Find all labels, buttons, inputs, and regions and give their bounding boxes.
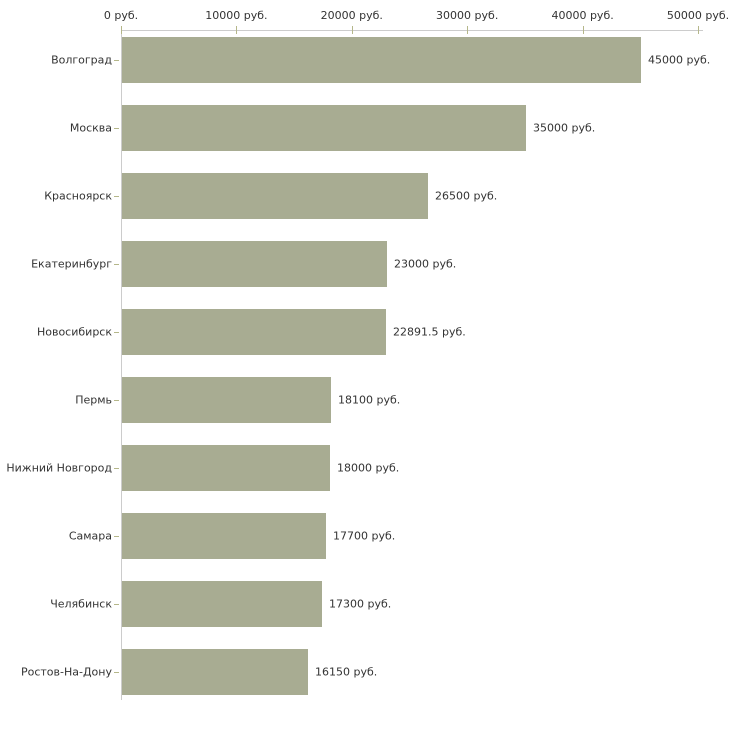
value-label: 17300 руб. bbox=[329, 597, 392, 611]
x-axis-tick-label: 10000 руб. bbox=[205, 9, 268, 22]
category-label: Волгоград bbox=[51, 53, 112, 67]
x-axis-line bbox=[121, 30, 703, 31]
bar bbox=[122, 105, 526, 151]
category-label: Красноярск bbox=[44, 189, 112, 203]
y-axis-tick bbox=[114, 672, 119, 673]
category-label: Ростов-На-Дону bbox=[20, 665, 112, 679]
bar bbox=[122, 581, 322, 627]
category-label: Самара bbox=[68, 529, 112, 543]
x-axis-tick bbox=[698, 26, 699, 34]
x-axis-tick bbox=[583, 26, 584, 34]
bar bbox=[122, 241, 387, 287]
bar bbox=[122, 37, 641, 83]
y-axis-tick bbox=[114, 400, 119, 401]
value-label: 26500 руб. bbox=[435, 189, 498, 203]
y-axis-tick bbox=[114, 264, 119, 265]
category-label: Пермь bbox=[75, 393, 112, 407]
value-label: 18100 руб. bbox=[338, 393, 401, 407]
bar bbox=[122, 649, 308, 695]
x-axis-tick-label: 50000 руб. bbox=[666, 9, 730, 22]
value-label: 22891.5 руб. bbox=[393, 325, 466, 339]
bar bbox=[122, 513, 326, 559]
x-axis-tick-label: 40000 руб. bbox=[551, 9, 614, 22]
category-label: Москва bbox=[69, 121, 112, 135]
value-label: 45000 руб. bbox=[648, 53, 711, 67]
y-axis-tick bbox=[114, 128, 119, 129]
value-label: 35000 руб. bbox=[533, 121, 596, 135]
y-axis-line bbox=[121, 30, 122, 700]
bar bbox=[122, 377, 331, 423]
x-axis-tick bbox=[352, 26, 353, 34]
y-axis-tick bbox=[114, 536, 119, 537]
y-axis-tick bbox=[114, 60, 119, 61]
y-axis-tick bbox=[114, 196, 119, 197]
x-axis-tick bbox=[236, 26, 237, 34]
x-axis-tick-label: 30000 руб. bbox=[436, 9, 499, 22]
bar bbox=[122, 173, 428, 219]
value-label: 23000 руб. bbox=[394, 257, 457, 271]
category-label: Челябинск bbox=[50, 597, 112, 611]
value-label: 17700 руб. bbox=[333, 529, 396, 543]
bar bbox=[122, 445, 330, 491]
y-axis-tick bbox=[114, 468, 119, 469]
category-label: Нижний Новгород bbox=[6, 461, 112, 475]
x-axis-tick bbox=[467, 26, 468, 34]
y-axis-tick bbox=[114, 604, 119, 605]
y-axis-tick bbox=[114, 332, 119, 333]
category-label: Новосибирск bbox=[36, 325, 112, 339]
x-axis-tick-label: 0 руб. bbox=[103, 9, 139, 22]
value-label: 16150 руб. bbox=[315, 665, 378, 679]
x-axis-tick-label: 20000 руб. bbox=[320, 9, 383, 22]
category-label: Екатеринбург bbox=[31, 257, 112, 271]
bar bbox=[122, 309, 386, 355]
x-axis-tick bbox=[121, 26, 122, 34]
value-label: 18000 руб. bbox=[337, 461, 400, 475]
